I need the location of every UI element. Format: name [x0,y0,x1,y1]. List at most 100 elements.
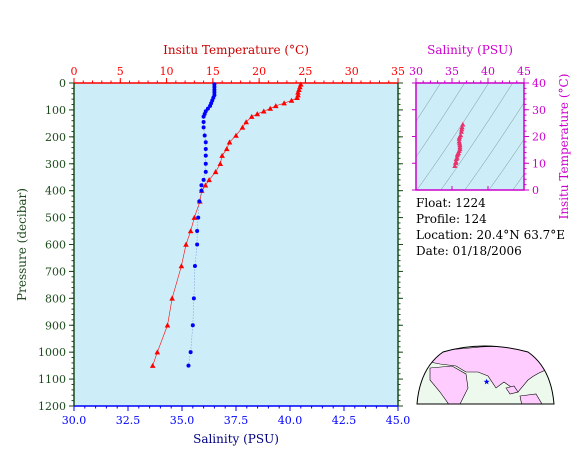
ts-point [453,156,459,162]
left-tick-label: 300 [45,158,66,171]
ts-top-tick-label: 40 [481,65,495,78]
bottom-tick-label: 35.0 [170,414,195,427]
temperature-point [191,214,198,220]
temperature-point [288,97,295,103]
profile-plot-area [74,83,398,406]
left-tick-label: 800 [45,292,66,305]
left-tick-label: 1100 [38,373,66,386]
isoline [440,83,513,190]
temperature-point [183,241,189,247]
salinity-point [201,114,206,119]
map-islands [505,385,519,395]
isoline [416,83,465,158]
density-isolines [416,83,524,190]
temperature-point [212,169,219,175]
salinity-point [191,296,196,301]
ts-background [416,83,524,190]
salinity-point [192,264,197,269]
temperature-point [164,322,171,328]
bottom-tick-label: 37.5 [224,414,249,427]
ts-point [456,140,463,146]
temperature-point [233,132,239,138]
left-axis-label: Pressure (decibar) [15,188,29,301]
salinity-point [197,199,202,204]
ts-point [459,124,465,130]
salinity-point [208,103,213,108]
ts-top-tick-label: 30 [409,65,423,78]
date-label: Date: 01/18/2006 [416,244,522,258]
ts-point [456,136,462,141]
top-tick-label: 35 [391,65,405,78]
map-australia [519,393,543,404]
temperature-point [223,146,230,152]
salinity-point [199,183,204,188]
salinity-point [195,229,200,234]
ts-point [454,152,460,158]
map-land [423,346,554,404]
top-tick-label: 20 [252,65,266,78]
salinity-point [188,350,193,355]
bottom-tick-label: 30.0 [62,414,87,427]
profile-label: Profile: 124 [416,212,487,226]
top-tick-label: 0 [71,65,78,78]
salinity-point [202,133,207,138]
isoline [416,83,489,190]
salinity-point [199,188,204,193]
bottom-tick-label: 45.0 [386,414,411,427]
salinity-point [186,363,191,368]
left-tick-label: 400 [45,185,66,198]
temperature-point [169,295,175,301]
temperature-point [243,119,249,125]
temperature-point [295,89,301,95]
world-map [416,345,555,405]
top-tick-label: 5 [117,65,124,78]
temperature-point [254,111,261,117]
temperature-point [226,139,233,145]
salinity-point [201,125,206,130]
bottom-tick-label: 32.5 [116,414,141,427]
left-tick-label: 1200 [38,400,66,413]
left-tick-label: 700 [45,265,66,278]
temperature-point [248,113,255,119]
temperature-point [219,152,225,158]
left-tick-label: 1000 [38,346,66,359]
bottom-tick-label: 40.0 [278,414,303,427]
isoline [488,138,524,190]
left-tick-label: 900 [45,319,66,332]
temperature-point [206,177,212,183]
ts-right-tick-label: 40 [532,77,546,90]
temperature-point [149,362,156,368]
temperature-point [178,263,185,269]
left-tick-label: 500 [45,212,66,225]
top-tick-label: 10 [160,65,174,78]
ts-point [460,121,466,127]
salinity-point [203,153,208,158]
profile-axes: 0 5 10 15 20 25 30 35 30.0 32.5 35.0 37.5 40.0 42.5 45… [38,65,410,427]
ts-plot-area [416,83,524,190]
temperature-point [187,228,194,234]
left-tick-label: 0 [59,77,66,90]
bottom-tick-label: 42.5 [332,414,357,427]
ts-right-tick-label: 10 [532,157,546,170]
salinity-point [203,146,208,151]
map-africa [429,365,469,404]
ts-right-axis-label: Insitu Temperature (°C) [557,74,571,220]
temperature-point [281,100,287,106]
ts-top-tick-label: 35 [445,65,459,78]
ts-point [456,138,462,144]
temperature-point [217,160,224,166]
location-label: Location: 20.4°N 63.7°E [416,228,566,242]
ts-point [453,160,459,166]
ts-right-tick-label: 30 [532,104,546,117]
temperature-point [273,103,279,109]
salinity-point [190,323,195,328]
temperature-point [202,182,209,188]
salinity-point [203,169,208,174]
temperature-point [260,108,267,114]
float-label: Float: 1224 [416,196,486,210]
ts-right-tick-label: 20 [532,131,546,144]
temperature-point [294,95,300,101]
top-tick-label: 15 [206,65,220,78]
